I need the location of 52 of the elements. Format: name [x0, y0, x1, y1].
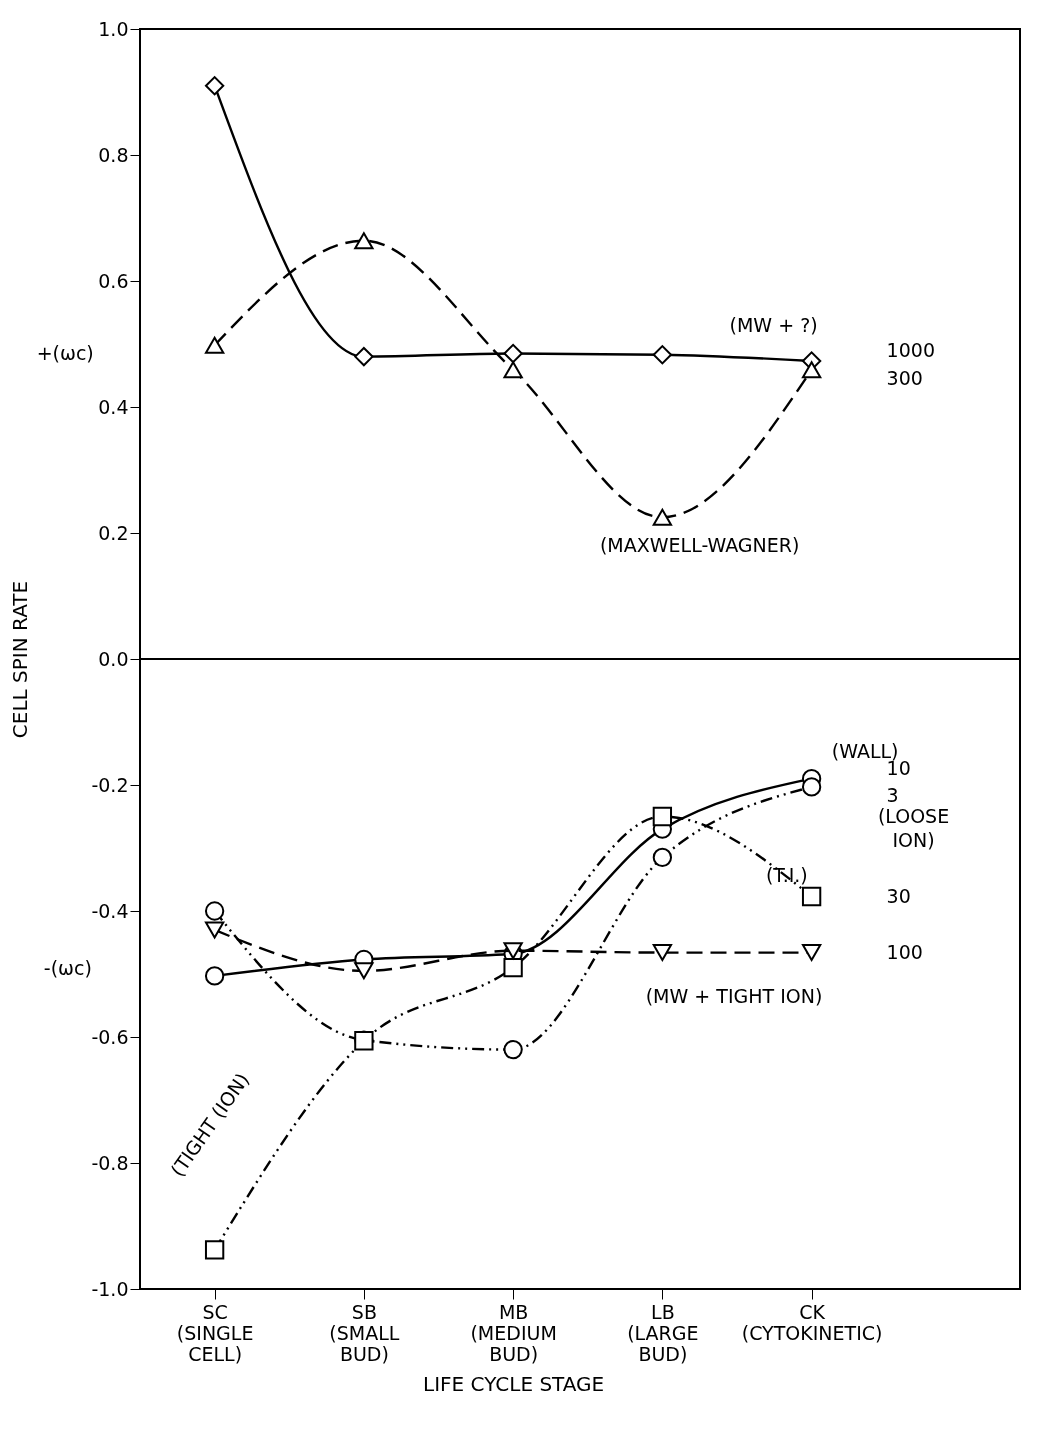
point — [204, 1240, 225, 1260]
y-tick-label: -0.8 — [91, 1151, 129, 1174]
point — [801, 886, 822, 907]
annotation: (MW + ?) — [729, 314, 818, 337]
point — [652, 944, 673, 962]
point — [652, 508, 673, 526]
y-tick-label: 0.0 — [98, 647, 129, 670]
text: -(ωc) — [43, 956, 92, 979]
annotation: (T.I.) — [765, 863, 808, 886]
point — [503, 1039, 523, 1060]
y-tick-label: 0.4 — [98, 395, 129, 418]
x-tick-label: MB (MEDIUM BUD) — [470, 1300, 557, 1365]
point — [204, 76, 225, 96]
text: 300 — [886, 366, 923, 389]
y-tick-label: 0.8 — [98, 143, 129, 166]
x-tick-label: CK (CYTOKINETIC) — [741, 1300, 883, 1344]
annotation: (MW + TIGHT ION) — [645, 984, 823, 1007]
point — [503, 343, 523, 364]
point — [204, 921, 225, 939]
annotation: (MAXWELL-WAGNER) — [599, 533, 800, 556]
y-tick-label: -0.4 — [91, 899, 129, 922]
y-tick-label: 1.0 — [98, 17, 129, 40]
point — [503, 958, 523, 978]
x-tick-label: SB (SMALL BUD) — [329, 1300, 400, 1365]
y-tick-label: -1.0 — [91, 1277, 129, 1300]
y-tick-label: 0.2 — [98, 521, 129, 544]
y-tick-label: -0.6 — [91, 1025, 129, 1048]
text: +(ωc) — [36, 342, 94, 365]
point — [801, 777, 822, 797]
point — [204, 336, 225, 354]
text: 30 — [886, 884, 911, 907]
point — [652, 847, 673, 868]
x-axis-title: LIFE CYCLE STAGE — [423, 1371, 605, 1396]
point — [801, 361, 822, 379]
point — [354, 346, 374, 367]
point — [354, 962, 374, 980]
text: 1000 — [886, 339, 935, 362]
y-axis-title: CELL SPIN RATE — [8, 580, 33, 739]
point — [652, 806, 673, 827]
point — [204, 966, 225, 986]
y-tick-label: -0.2 — [91, 773, 129, 796]
x-tick-label: LB (LARGE BUD) — [627, 1300, 699, 1365]
annotation: (LOOSE ION) — [877, 804, 950, 851]
text: 3 — [886, 783, 899, 806]
x-tick-label: SC (SINGLE CELL) — [176, 1300, 254, 1365]
point — [354, 232, 374, 250]
point — [801, 944, 822, 962]
point — [204, 901, 225, 921]
y-tick-label: 0.6 — [98, 269, 129, 292]
text: 100 — [886, 940, 923, 963]
point — [652, 345, 673, 365]
point — [503, 361, 523, 379]
